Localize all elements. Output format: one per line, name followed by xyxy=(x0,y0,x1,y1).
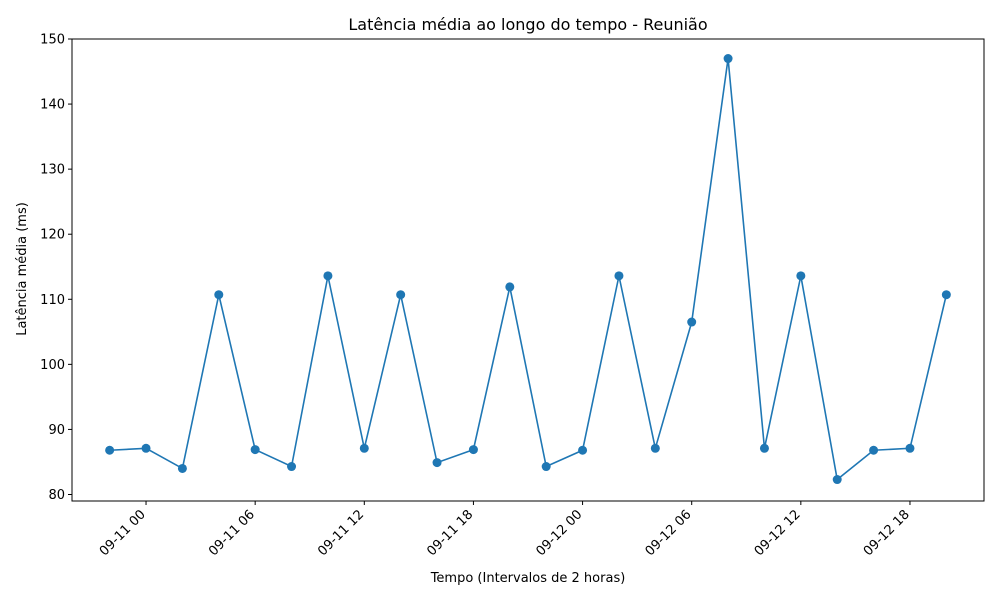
data-point xyxy=(359,443,369,453)
data-point xyxy=(214,290,224,300)
chart-title: Latência média ao longo do tempo - Reuni… xyxy=(348,15,707,34)
y-tick-label: 100 xyxy=(40,358,65,373)
y-tick-label: 130 xyxy=(40,163,65,178)
y-axis-label: Latência média (ms) xyxy=(15,202,30,336)
data-point xyxy=(541,462,551,472)
x-tick-label: 09-12 12 xyxy=(752,507,804,559)
data-point xyxy=(177,463,187,473)
data-point xyxy=(832,475,842,485)
data-point xyxy=(468,445,478,455)
data-point xyxy=(432,458,442,468)
data-point xyxy=(505,282,515,292)
x-tick-label: 09-12 06 xyxy=(643,507,695,559)
y-tick-label: 90 xyxy=(48,423,65,438)
x-tick-label: 09-12 18 xyxy=(861,507,913,559)
data-point xyxy=(396,290,406,300)
y-tick-label: 140 xyxy=(40,98,65,113)
data-point xyxy=(869,445,879,455)
series-line xyxy=(109,58,948,481)
data-point xyxy=(287,462,297,472)
data-point xyxy=(105,445,115,455)
data-point xyxy=(723,54,733,64)
data-point xyxy=(759,443,769,453)
plot-area: 80 90 100 110 120 130 140 150 09-11 00 09-11 06 09… xyxy=(40,33,985,559)
data-point xyxy=(941,290,951,300)
data-point xyxy=(905,443,915,453)
data-point xyxy=(141,443,151,453)
y-tick-label: 110 xyxy=(40,293,65,308)
x-tick-label: 09-11 06 xyxy=(206,507,258,559)
data-point xyxy=(796,271,806,281)
x-tick-label: 09-11 00 xyxy=(97,507,149,559)
data-point xyxy=(323,271,333,281)
data-point xyxy=(250,445,260,455)
y-tick-label: 150 xyxy=(40,33,65,48)
x-axis-label: Tempo (Intervalos de 2 horas) xyxy=(430,571,626,586)
y-tick-label: 120 xyxy=(40,228,65,243)
x-tick-label: 09-12 00 xyxy=(533,507,585,559)
data-point xyxy=(687,317,697,327)
x-tick-label: 09-11 12 xyxy=(315,507,367,559)
x-tick-label: 09-11 18 xyxy=(424,507,476,559)
data-point xyxy=(578,445,588,455)
y-tick-label: 80 xyxy=(48,488,65,503)
data-point xyxy=(614,271,624,281)
plot-frame xyxy=(71,38,985,502)
data-point xyxy=(650,443,660,453)
